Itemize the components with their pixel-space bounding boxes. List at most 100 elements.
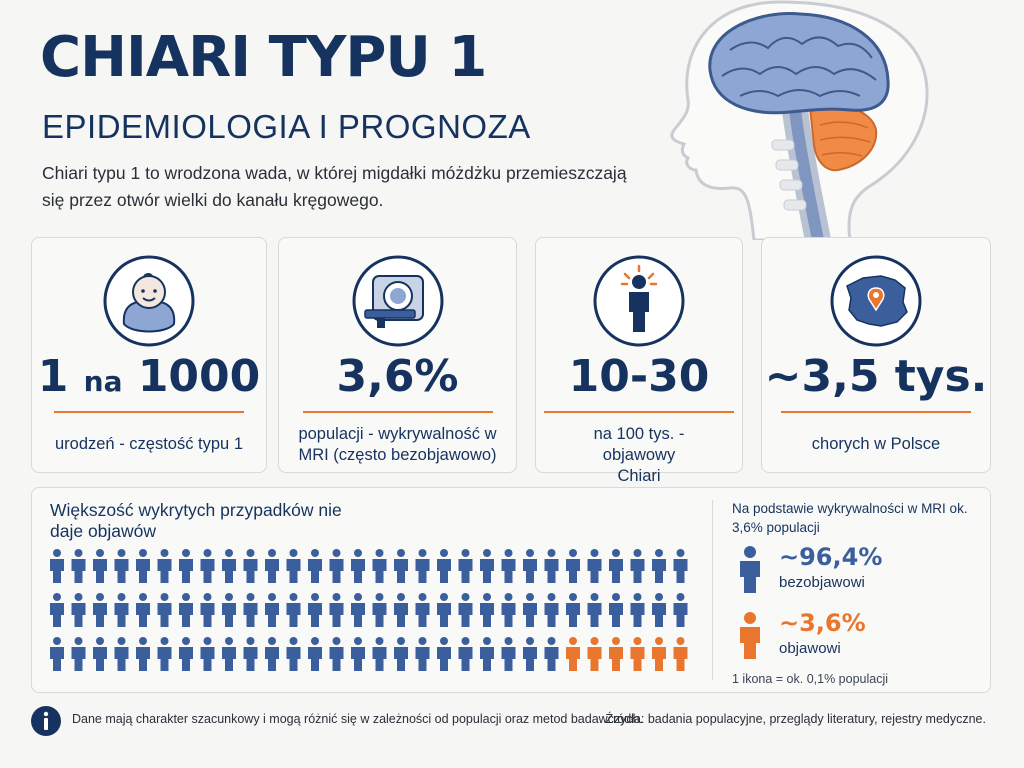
person-icon-asymptomatic (222, 593, 236, 627)
person-icon-blue (740, 546, 760, 593)
person-icon-asymptomatic (71, 637, 86, 671)
stat-desc-poland: chorych w Polsce (811, 435, 941, 453)
person-icon-asymptomatic (351, 549, 365, 583)
person-icon-asymptomatic (458, 637, 473, 671)
person-icon-asymptomatic (523, 593, 537, 627)
summary-note: Na podstawie wykrywalności w MRI ok. 3,6… (732, 501, 968, 535)
intro-text: Chiari typu 1 to wrodzona wada, w której… (42, 163, 627, 210)
stat-value-births: 1 na 1000 (37, 351, 261, 402)
person-icon-symptomatic (566, 637, 580, 671)
person-icon-asymptomatic (71, 549, 86, 583)
person-icon-asymptomatic (437, 549, 451, 583)
person-icon-asymptomatic (265, 593, 279, 627)
person-icon-asymptomatic (329, 637, 344, 671)
person-icon-asymptomatic (157, 549, 172, 583)
stat-desc-births: urodzeń - częstość typu 1 (54, 435, 243, 453)
page-subtitle: EPIDEMIOLOGIA I PROGNOZA (42, 108, 531, 145)
person-icon-asymptomatic (501, 549, 516, 583)
person-icon-symptomatic (630, 637, 645, 671)
person-icon-asymptomatic (372, 593, 387, 627)
person-icon-asymptomatic (50, 637, 64, 671)
pictogram-grid (50, 549, 688, 671)
person-icon-asymptomatic (437, 593, 451, 627)
person-icon-asymptomatic (458, 593, 473, 627)
info-icon (31, 706, 61, 736)
person-icon-symptomatic (673, 637, 688, 671)
person-icon-asymptomatic (200, 637, 215, 671)
person-icon-asymptomatic (351, 637, 365, 671)
person-icon-asymptomatic (544, 549, 559, 583)
person-icon-asymptomatic (630, 549, 645, 583)
person-icon-asymptomatic (501, 637, 516, 671)
icon-scale-note: 1 ikona = ok. 0,1% populacji (732, 672, 889, 686)
accent-rule (302, 411, 493, 413)
person-symptom-icon (593, 255, 685, 347)
stat-card-poland: ~3,5 tys. chorych w Polsce (761, 237, 991, 473)
person-icon-asymptomatic (587, 593, 602, 627)
person-icon-asymptomatic (222, 637, 236, 671)
person-icon-asymptomatic (544, 593, 559, 627)
person-icon-asymptomatic (501, 593, 516, 627)
accent-rule (544, 411, 734, 413)
accent-rule (54, 411, 244, 413)
person-icon-asymptomatic (114, 637, 129, 671)
person-icon-asymptomatic (114, 549, 129, 583)
person-icon-asymptomatic (415, 637, 430, 671)
person-icon-asymptomatic (93, 637, 107, 671)
symptomatic-label: objawowi (779, 640, 841, 657)
person-icon-asymptomatic (523, 637, 537, 671)
accent-rule (781, 411, 971, 413)
stat-desc-symptomatic: na 100 tys. - objawowy Chiari (593, 425, 685, 485)
asymptomatic-value: ~96,4% (779, 543, 883, 571)
symptomatic-value: ~3,6% (779, 609, 866, 637)
pictogram-title: Większość wykrytych przypadków nie daje … (50, 500, 342, 541)
person-icon-asymptomatic (286, 549, 301, 583)
person-icon-asymptomatic (308, 593, 322, 627)
person-icon-asymptomatic (673, 593, 688, 627)
person-icon-asymptomatic (265, 637, 279, 671)
person-icon-asymptomatic (200, 549, 215, 583)
person-icon-asymptomatic (179, 637, 193, 671)
person-icon-asymptomatic (372, 637, 387, 671)
person-icon-symptomatic (652, 637, 666, 671)
person-icon-asymptomatic (458, 549, 473, 583)
person-icon-asymptomatic (265, 549, 279, 583)
person-icon-asymptomatic (136, 637, 150, 671)
stat-card-births: 1 na 1000 urodzeń - częstość typu 1 (31, 237, 267, 473)
person-icon-asymptomatic (243, 637, 258, 671)
person-icon-asymptomatic (286, 593, 301, 627)
person-icon-asymptomatic (394, 549, 408, 583)
person-icon-asymptomatic (480, 549, 494, 583)
divider (712, 500, 713, 680)
page-title: CHIARI TYPU 1 (40, 25, 487, 90)
person-icon-asymptomatic (652, 549, 666, 583)
person-icon-asymptomatic (394, 637, 408, 671)
person-icon-asymptomatic (136, 549, 150, 583)
person-icon-asymptomatic (437, 637, 451, 671)
person-icon-asymptomatic (179, 549, 193, 583)
mri-scanner-icon (352, 255, 443, 347)
footer-sources: Źródła: badania populacyjne, przeglądy l… (605, 712, 986, 726)
stat-value-mri: 3,6% (336, 351, 459, 402)
person-icon-asymptomatic (50, 593, 64, 627)
person-icon-asymptomatic (93, 549, 107, 583)
person-icon-symptomatic (587, 637, 602, 671)
person-icon-asymptomatic (93, 593, 107, 627)
person-icon-asymptomatic (609, 593, 623, 627)
person-icon-asymptomatic (157, 593, 172, 627)
person-icon-asymptomatic (222, 549, 236, 583)
person-icon-asymptomatic (372, 549, 387, 583)
person-icon-asymptomatic (523, 549, 537, 583)
person-icon-asymptomatic (329, 549, 344, 583)
person-icon-asymptomatic (71, 593, 86, 627)
stat-card-mri: 3,6% populacji - wykrywalność w MRI (czę… (278, 237, 517, 473)
person-icon-asymptomatic (566, 593, 580, 627)
person-icon-asymptomatic (415, 593, 430, 627)
person-icon-asymptomatic (50, 549, 64, 583)
person-icon-asymptomatic (308, 637, 322, 671)
person-icon-asymptomatic (673, 549, 688, 583)
person-icon-asymptomatic (136, 593, 150, 627)
person-icon-asymptomatic (609, 549, 623, 583)
person-icon-asymptomatic (587, 549, 602, 583)
footer-disclaimer: Dane mają charakter szacunkowy i mogą ró… (72, 712, 644, 726)
